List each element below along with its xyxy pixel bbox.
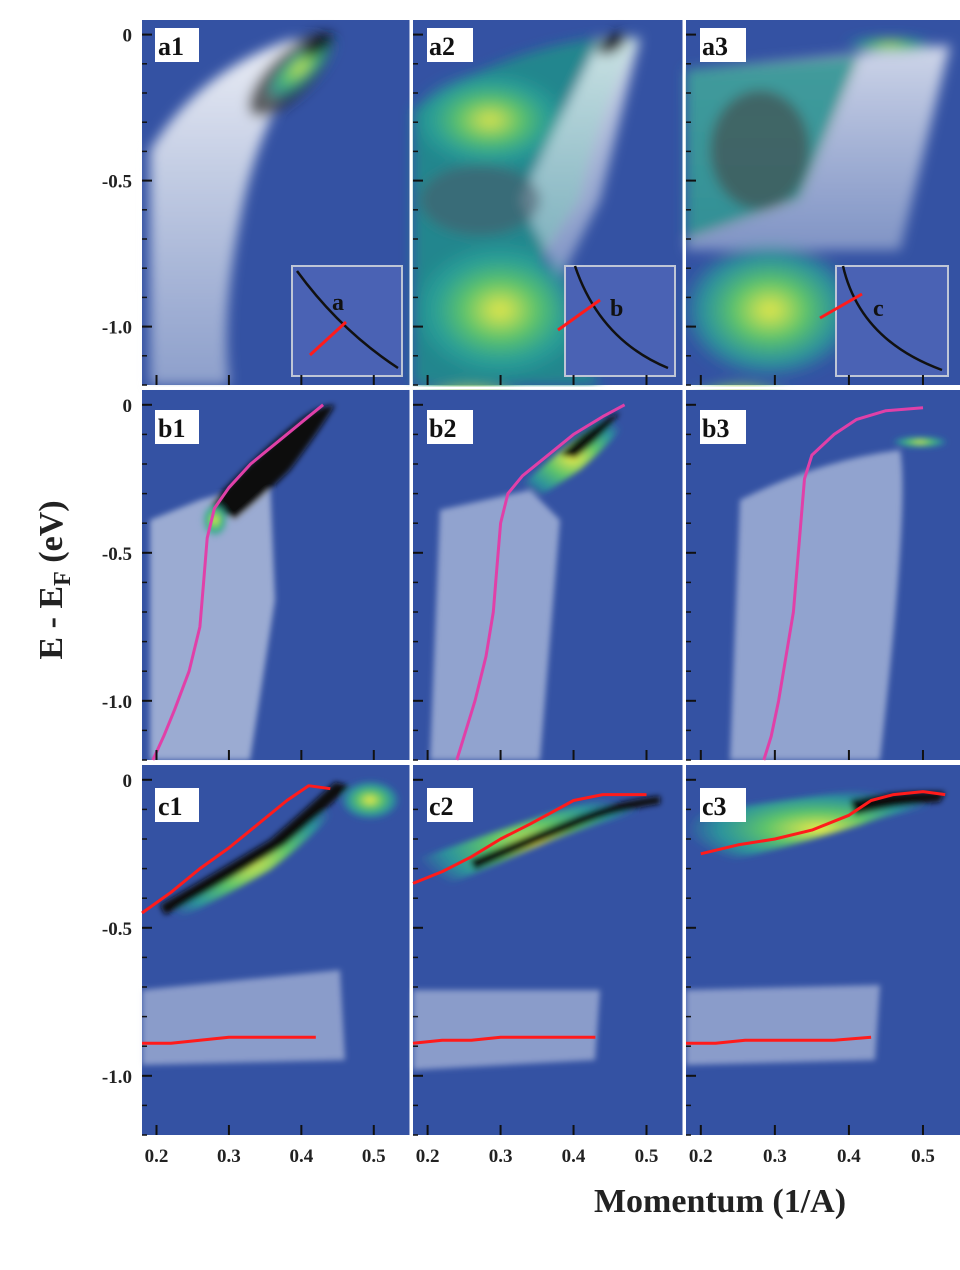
y-axis-title: E - EF (eV) [33,500,76,659]
x-tick-label-col-2-2: 0.3 [489,1146,513,1167]
y-axes: 0 -0.5 -1.0 0 -0.5 -1.0 0 -0.5 -1.0 [102,26,696,1136]
x-tick-label-col-1-1: 0.2 [145,1146,169,1167]
panel-dividers [142,20,960,1135]
curve-b1-magenta-1 [151,403,325,761]
panel-label-c2: c2 [429,792,454,821]
x-tick-label-col-1-2: 0.3 [217,1146,241,1167]
panel-label-a1: a1 [158,32,184,61]
x-tick-label-col-3-4: 0.5 [911,1146,935,1167]
panel-a3: c a3 [680,20,960,411]
y-tick-label-row-a-1: 0 [123,26,133,47]
panel-c2-intensity [413,790,665,1070]
panel-c3-curves [686,790,946,1045]
curve-c3-red-2 [686,1035,872,1045]
panel-label-c1: c1 [158,792,183,821]
inset-label-c: c [873,296,884,322]
y-tick-label-row-b-2: -0.5 [102,544,132,565]
curve-c2-red-2 [412,1035,596,1045]
panel-b1-curves [151,403,325,761]
curve-c3-red-1 [700,790,946,856]
panel-label-b2: b2 [429,414,456,443]
x-tick-label-col-2-3: 0.4 [562,1146,586,1167]
panel-a1: a a1 [142,20,410,385]
panel-b3-curves [762,406,924,761]
panel-a2-intensity [410,33,640,413]
y-tick-label-row-c-1: 0 [123,771,133,792]
x-tick-label-col-2-1: 0.2 [416,1146,440,1167]
panel-b1: b1 [142,390,410,761]
panel-c2-curves [412,793,647,1045]
x-tick-label-col-3-3: 0.4 [837,1146,861,1167]
curve-c2-red-1 [412,793,647,885]
panel-label-a3: a3 [702,32,728,61]
x-tick-label-col-3-1: 0.2 [689,1146,713,1167]
inset-c: c [819,265,949,377]
inset-label-b: b [610,296,623,322]
x-axis-title: Momentum (1/A) [594,1183,846,1220]
x-tick-label-col-1-4: 0.5 [362,1146,386,1167]
panel-label-b3: b3 [702,414,729,443]
panel-a3-intensity [680,37,950,411]
panel-a2: b a2 [410,20,683,413]
x-tick-label-col-3-2: 0.3 [763,1146,787,1167]
panel-a1-intensity [150,33,336,385]
y-tick-label-row-c-3: -1.0 [102,1067,132,1088]
curve-c1-red-2 [142,1035,316,1045]
panel-b3-intensity [730,436,948,760]
panel-label-a2: a2 [429,32,455,61]
panel-c2: c2 [412,765,683,1135]
panel-b2-curves [455,403,626,761]
x-axes: 0.2 0.3 0.4 0.5 0.2 0.3 0.4 0.5 0.2 0.3 0.4 0.5 [145,375,935,1167]
inset-a: a [291,265,403,377]
panel-b3: b3 [686,390,960,761]
panel-label-b1: b1 [158,414,185,443]
y-tick-label-row-a-3: -1.0 [102,318,132,339]
panel-c3: c3 [686,765,960,1135]
x-tick-label-col-1-3: 0.4 [289,1146,313,1167]
y-tick-label-row-b-1: 0 [123,396,133,417]
panel-c1: c1 [141,765,410,1135]
y-tick-label-row-b-3: -1.0 [102,692,132,713]
panel-c1-background [142,765,410,1135]
curve-b2-magenta-1 [455,403,626,761]
x-tick-label-col-2-4: 0.5 [635,1146,659,1167]
curve-b3-magenta-1 [762,406,924,761]
panel-b2: b2 [413,390,683,761]
curve-c1-red-1 [141,784,331,915]
panel-c1-curves [141,784,331,1045]
y-tick-label-row-a-2: -0.5 [102,172,132,193]
panel-label-c3: c3 [702,792,727,821]
inset-b: b [557,265,676,377]
panel-b2-intensity [430,409,635,760]
y-tick-label-row-c-2: -0.5 [102,919,132,940]
inset-label-a: a [332,290,344,316]
